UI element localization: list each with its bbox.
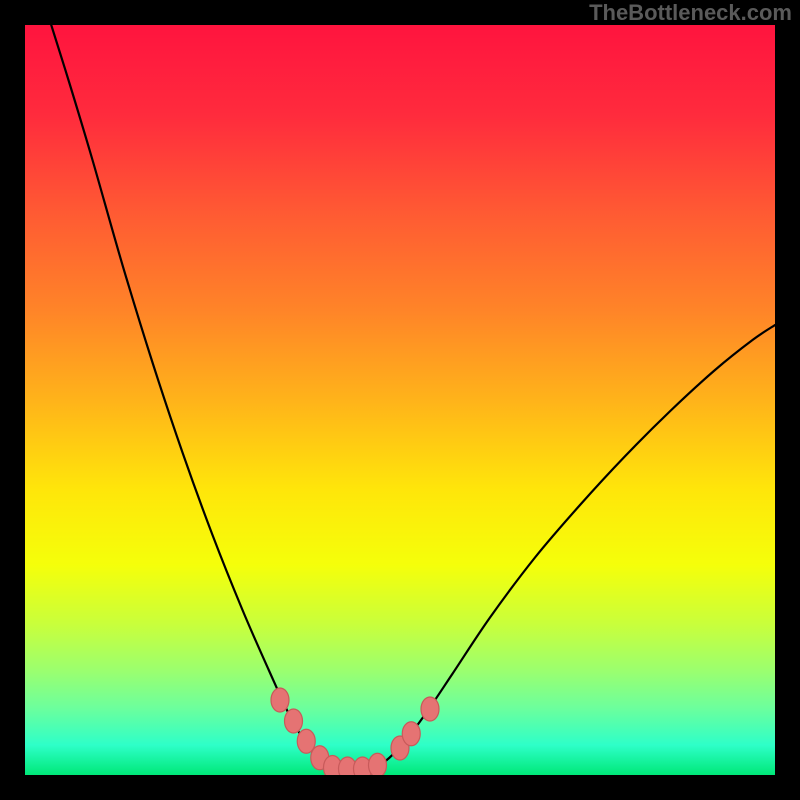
curve-marker-0	[271, 688, 289, 712]
curve-marker-1	[285, 709, 303, 733]
curve-marker-7	[369, 753, 387, 777]
chart-container: TheBottleneck.com	[0, 0, 800, 800]
curve-marker-9	[402, 722, 420, 746]
bottleneck-curve-chart	[0, 0, 800, 800]
watermark-label: TheBottleneck.com	[589, 0, 792, 26]
chart-plot-bg	[25, 25, 775, 775]
curve-marker-10	[421, 697, 439, 721]
